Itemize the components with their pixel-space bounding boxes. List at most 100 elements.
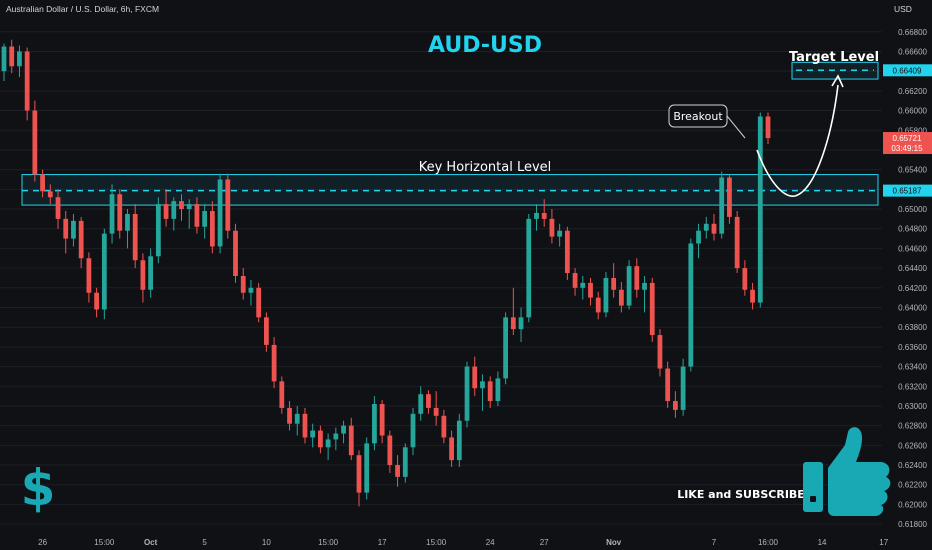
candle-body — [480, 381, 485, 389]
x-tick-label: 15:00 — [426, 538, 447, 547]
candle — [194, 197, 200, 234]
candle-body — [696, 230, 701, 244]
candle-body — [526, 218, 532, 318]
price-axis[interactable]: 0.668000.666000.664000.662000.660000.658… — [883, 28, 932, 529]
candle-body — [63, 218, 69, 239]
last-price-tag-label: 0.65721 — [893, 134, 922, 143]
candle-body — [634, 266, 640, 290]
candle-body — [534, 212, 539, 219]
y-tick-label: 0.64000 — [898, 303, 927, 312]
candle-body — [294, 413, 300, 424]
candle — [302, 407, 308, 444]
candle — [418, 386, 424, 421]
candle-body — [240, 275, 246, 293]
candle — [680, 358, 686, 416]
x-tick-label: 17 — [879, 538, 888, 547]
candle-body — [680, 366, 686, 410]
candle — [318, 425, 323, 454]
candle-body — [217, 179, 223, 247]
candle-body — [727, 177, 732, 217]
level-zones — [21, 61, 879, 206]
candle-body — [541, 212, 547, 219]
y-tick-label: 0.64200 — [898, 284, 927, 293]
candle — [634, 258, 640, 298]
candle — [101, 228, 107, 320]
candle — [410, 407, 416, 456]
candle-body — [271, 344, 277, 382]
candle — [402, 443, 408, 483]
candle — [55, 189, 61, 229]
y-tick-label: 0.64800 — [898, 225, 927, 234]
candle — [71, 213, 76, 247]
candle-body — [588, 282, 593, 298]
y-tick-label: 0.65000 — [898, 205, 927, 214]
candle — [510, 287, 516, 336]
candle-body — [310, 430, 316, 438]
y-tick-label: 0.64400 — [898, 264, 927, 273]
candle — [47, 184, 53, 205]
candle — [727, 174, 732, 224]
y-tick-label: 0.62200 — [898, 481, 927, 490]
candle-body — [233, 230, 238, 276]
candle — [287, 401, 292, 431]
candle — [673, 391, 678, 418]
candle — [642, 275, 647, 313]
candle-body — [140, 260, 146, 290]
x-tick-label: Nov — [606, 538, 622, 547]
candle — [217, 173, 223, 254]
x-tick-label: 27 — [540, 538, 549, 547]
x-tick-label: 10 — [262, 538, 271, 547]
candle — [202, 204, 208, 239]
candle-body — [580, 282, 586, 288]
candle — [696, 223, 701, 259]
candle — [356, 450, 362, 507]
candle-body — [495, 378, 501, 402]
x-tick-label: 16:00 — [758, 538, 779, 547]
candle — [209, 201, 215, 254]
candle-body — [402, 447, 408, 477]
candle-body — [163, 204, 169, 219]
candle-body — [333, 433, 339, 440]
candle — [657, 329, 663, 377]
candle-body — [40, 174, 45, 192]
candle — [333, 427, 339, 451]
candle-body — [256, 287, 262, 318]
breakout-callout: Breakout — [668, 104, 746, 139]
candle — [379, 400, 385, 444]
candle — [325, 433, 331, 461]
candle — [626, 260, 632, 310]
candle-body — [433, 407, 439, 416]
candle-body — [179, 201, 184, 210]
candle — [395, 455, 400, 487]
candles — [1, 39, 771, 507]
x-tick-label: 5 — [202, 538, 207, 547]
candle-body — [719, 177, 725, 234]
candle-body — [503, 317, 509, 379]
candle-body — [71, 220, 76, 239]
candle — [348, 417, 354, 461]
candle-body — [356, 455, 362, 493]
x-tick-label: 15:00 — [94, 538, 115, 547]
x-tick-label: Oct — [144, 538, 158, 547]
projection-arrowhead — [831, 74, 844, 88]
chart-title: AUD-USD — [428, 33, 542, 58]
candle — [711, 213, 717, 241]
candle-body — [1, 46, 7, 72]
candle — [125, 209, 130, 249]
candle — [557, 223, 563, 247]
breakout-label: Breakout — [673, 110, 723, 123]
candle — [279, 376, 285, 414]
candle — [618, 281, 624, 313]
candle-body — [318, 430, 323, 448]
candle-body — [364, 443, 370, 493]
candle-body — [395, 465, 400, 477]
candle — [233, 223, 238, 283]
candle-body — [372, 403, 377, 444]
candle-body — [649, 282, 655, 336]
candle-body — [510, 317, 516, 330]
time-axis[interactable]: 26 15:00 Oct 5 10 15:00 17 15:00 24 27 Nov 7 16:00 14… — [38, 538, 889, 547]
candle — [433, 391, 439, 426]
candle — [294, 405, 300, 436]
